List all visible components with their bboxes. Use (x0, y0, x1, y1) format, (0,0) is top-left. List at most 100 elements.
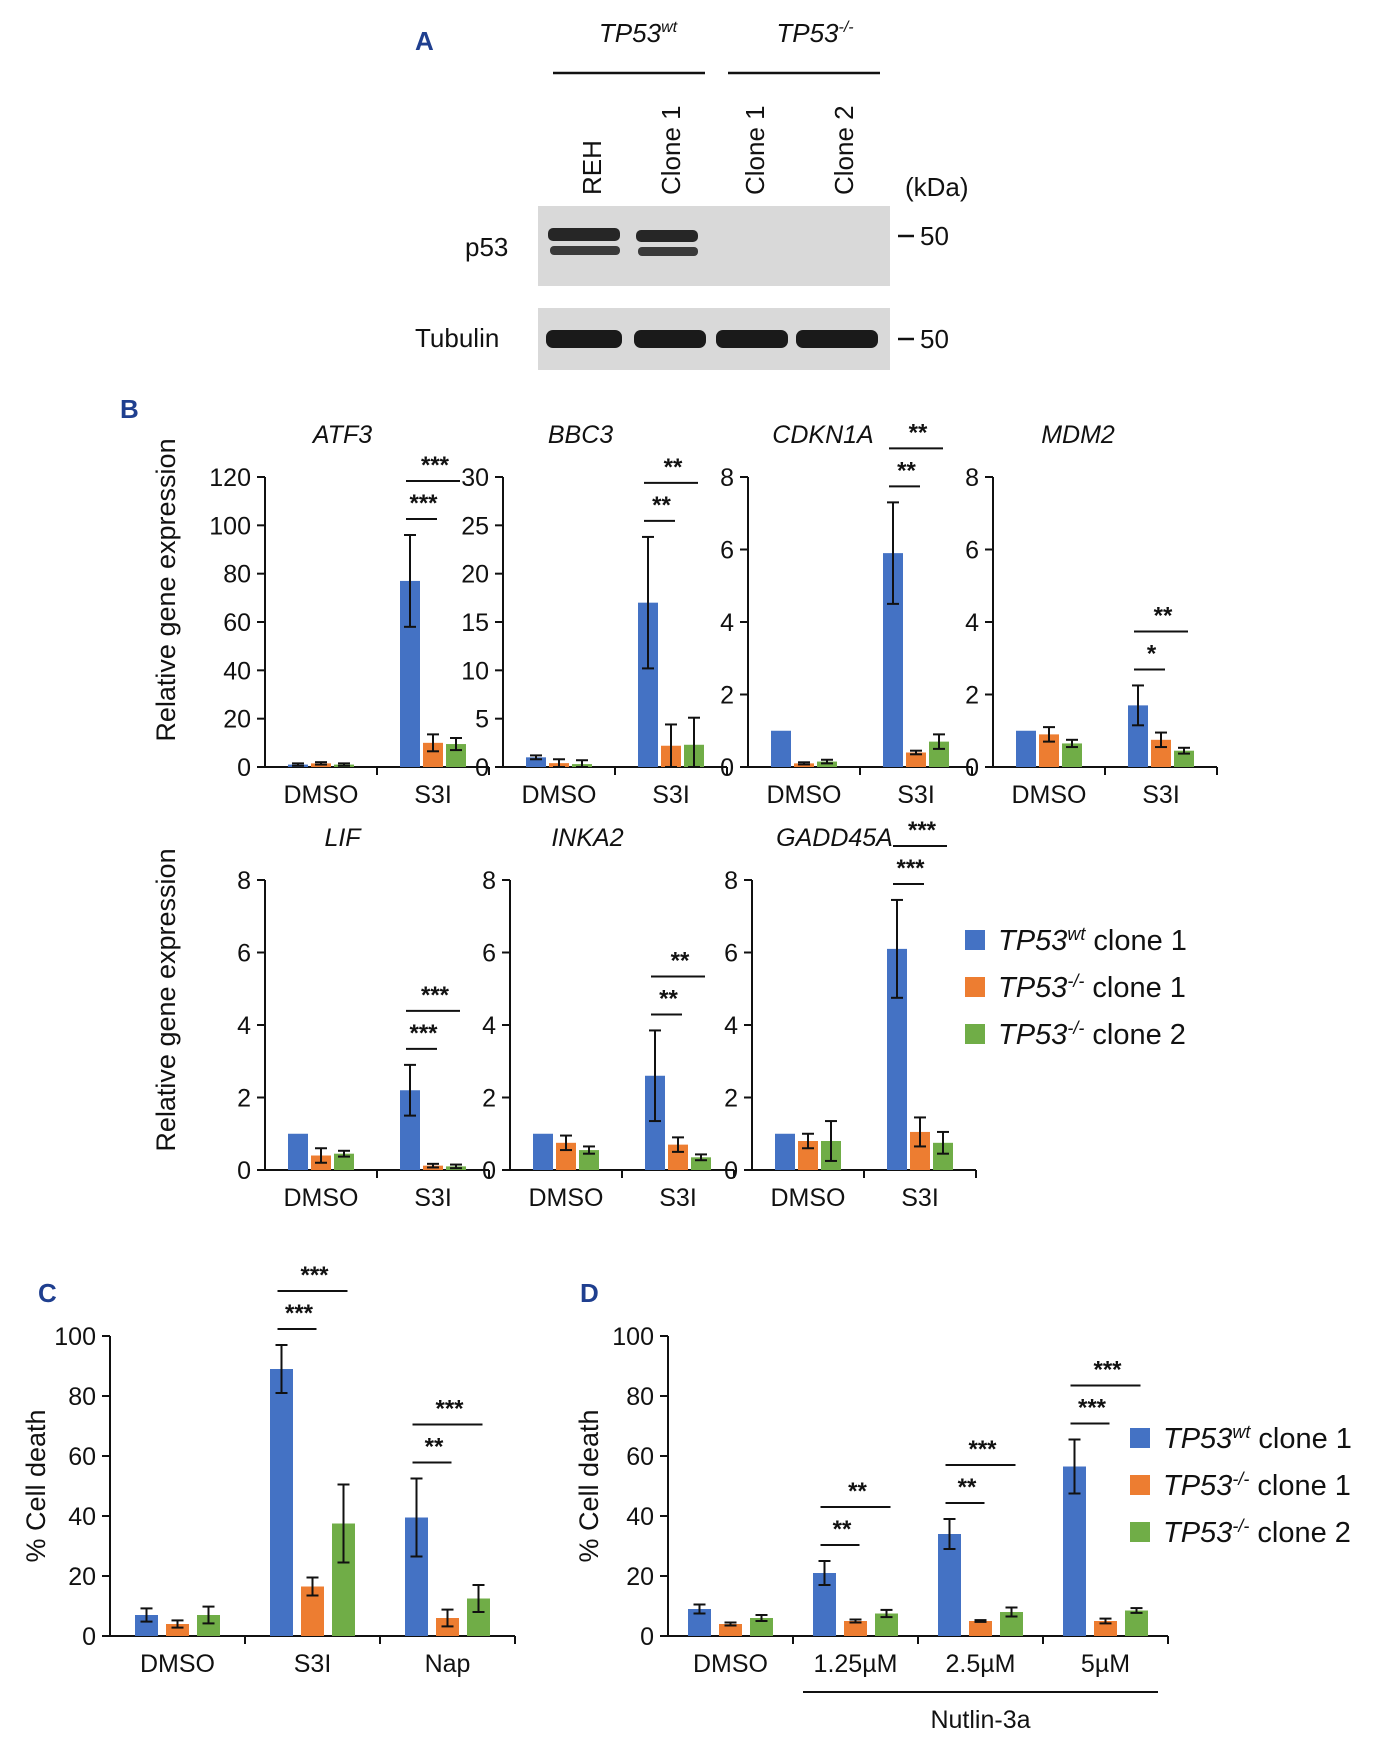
significance-label: *** (908, 817, 937, 844)
legend-d-swatch-2 (1130, 1522, 1150, 1542)
y-tick-label: 2 (724, 1085, 738, 1113)
bar (533, 1133, 553, 1170)
y-tick-label: 8 (482, 867, 496, 895)
bar (197, 1615, 220, 1636)
y-axis-label: % Cell death (21, 1409, 51, 1562)
y-tick-label: 6 (482, 940, 496, 968)
significance-label: * (1147, 640, 1157, 667)
wb-band-tubulin (546, 330, 622, 348)
bar (270, 1369, 293, 1636)
wb-band-tubulin (634, 330, 706, 348)
y-tick-label: 60 (626, 1443, 654, 1471)
bar (875, 1613, 898, 1636)
y-tick-label: 6 (720, 537, 734, 565)
category-label: DMSO (767, 781, 842, 809)
bar (883, 553, 903, 767)
y-tick-label: 5 (475, 706, 489, 734)
category-label: S3I (294, 1650, 332, 1678)
y-tick-label: 100 (612, 1323, 654, 1351)
significance-label: *** (300, 1262, 329, 1289)
legend-b-swatch-0 (965, 930, 985, 950)
bar (938, 1534, 961, 1636)
significance-label: ** (958, 1474, 977, 1501)
y-tick-label: 20 (68, 1563, 96, 1591)
bar (288, 1133, 308, 1170)
legend-b-swatch-2 (965, 1024, 985, 1044)
y-tick-label: 100 (54, 1323, 96, 1351)
bar (906, 752, 926, 767)
bar (1125, 1610, 1148, 1636)
y-tick-label: 4 (965, 609, 979, 637)
bar (423, 742, 443, 767)
bar (719, 1624, 742, 1636)
wb-band-tubulin (796, 330, 878, 348)
gene-title: LIF (324, 824, 362, 852)
y-tick-label: 80 (626, 1383, 654, 1411)
bar (1000, 1612, 1023, 1636)
y-tick-label: 0 (82, 1623, 96, 1651)
chart-inka2: 0 2 4 6 8 DMSO S3I ** ** INKA2 (482, 824, 735, 1212)
significance-label: *** (285, 1300, 314, 1327)
significance-label: *** (421, 452, 450, 479)
y-axis-label: Relative gene expression (151, 438, 181, 741)
wb-marker-p53: 50 (920, 221, 949, 251)
wb-lane-label: Clone 2 (829, 105, 859, 195)
category-label: DMSO (284, 781, 359, 809)
significance-label: ** (652, 492, 671, 519)
y-tick-label: 30 (461, 464, 489, 492)
y-tick-label: 0 (720, 754, 734, 782)
category-label: S3I (652, 781, 690, 809)
legend-b: TP53wt clone 1 TP53-/- clone 1 TP53-/- c… (965, 924, 1187, 1051)
y-tick-label: 20 (626, 1563, 654, 1591)
y-tick-label: 15 (461, 609, 489, 637)
legend-d-label-0: TP53wt clone 1 (1163, 1422, 1352, 1455)
gene-title: MDM2 (1041, 421, 1115, 449)
chart-lif: 0 2 4 6 8 DMSO S3I *** *** LIF Relative gene expre… (151, 824, 490, 1212)
legend-d: TP53wt clone 1 TP53-/- clone 1 TP53-/- c… (1130, 1422, 1352, 1549)
legend-b-label-0: TP53wt clone 1 (998, 924, 1187, 957)
bar (750, 1618, 773, 1636)
wb-lane-label: Clone 1 (656, 105, 686, 195)
gene-title: CDKN1A (772, 421, 873, 449)
y-tick-label: 8 (720, 464, 734, 492)
category-label: S3I (659, 1184, 697, 1212)
bar (1094, 1621, 1117, 1636)
significance-label: ** (833, 1516, 852, 1543)
significance-label: ** (897, 457, 916, 484)
significance-label: *** (896, 855, 925, 882)
significance-label: ** (425, 1434, 444, 1461)
wb-band-tubulin (716, 330, 788, 348)
y-tick-label: 0 (640, 1623, 654, 1651)
y-tick-label: 4 (237, 1012, 251, 1040)
bar (813, 1573, 836, 1636)
category-label: Nap (425, 1650, 471, 1678)
category-label: S3I (897, 781, 935, 809)
category-label: DMSO (140, 1650, 215, 1678)
significance-label: *** (968, 1436, 997, 1463)
significance-label: ** (659, 985, 678, 1012)
y-tick-label: 0 (237, 754, 251, 782)
bar (301, 1586, 324, 1636)
significance-label: *** (1093, 1357, 1122, 1384)
bar (400, 1090, 420, 1170)
gene-title: INKA2 (551, 824, 623, 852)
significance-label: ** (671, 947, 690, 974)
chart-bbc3: 0 5 10 15 20 25 30 DMSO S3I ** ** BBC3 (461, 421, 728, 809)
significance-label: *** (421, 982, 450, 1009)
western-blot: TP53wt TP53-/- REH Clone 1 Clone 1 Clone… (415, 18, 969, 370)
bar (467, 1598, 490, 1636)
y-tick-label: 40 (626, 1503, 654, 1531)
y-tick-label: 25 (461, 512, 489, 540)
category-label: DMSO (771, 1184, 846, 1212)
significance-label: ** (848, 1478, 867, 1505)
bar (1016, 730, 1036, 767)
wb-band-p53-clone1-lower (638, 247, 698, 256)
bar (1128, 705, 1148, 767)
bar (910, 1131, 930, 1170)
bar (1174, 750, 1194, 767)
significance-label: ** (1154, 602, 1173, 629)
group-label: Nutlin-3a (930, 1706, 1030, 1734)
bar (334, 1153, 354, 1170)
